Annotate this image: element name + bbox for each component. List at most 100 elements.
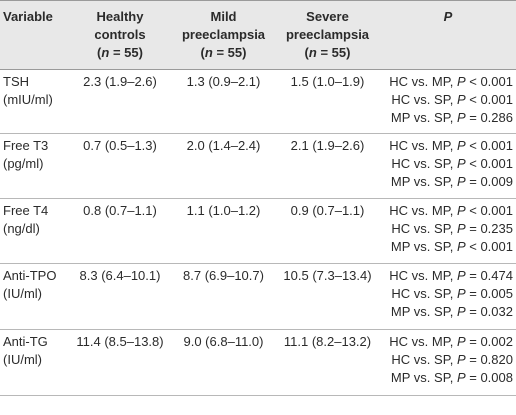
header-healthy-controls: Healthy controls (n = 55)	[68, 0, 172, 70]
p-symbol: P	[456, 352, 466, 367]
table-row: Anti-TG (IU/ml) 11.4 (8.5–13.8) 9.0 (6.8–11…	[0, 329, 516, 396]
n-label: n	[204, 45, 213, 60]
p-value-line: HC vs. SP, P = 0.820	[391, 352, 513, 367]
comparison-operator: =	[469, 221, 477, 236]
p-symbol: P	[456, 92, 466, 107]
p-value-line: HC vs. SP, P < 0.001	[391, 92, 513, 107]
p-symbol: P	[456, 286, 466, 301]
p-value-cell: HC vs. MP, P = 0.002 HC vs. SP, P = 0.820…	[380, 329, 516, 396]
comparison-label: HC vs. SP	[391, 286, 450, 301]
header-line: controls	[94, 27, 146, 42]
severe-preeclampsia-cell: 10.5 (7.3–13.4)	[275, 263, 380, 330]
header-line: Healthy	[96, 9, 144, 24]
variable-name: Free T3	[3, 138, 49, 153]
comparison-label: MP vs. SP	[390, 110, 450, 125]
mild-preeclampsia-cell: 2.0 (1.4–2.4)	[172, 133, 275, 199]
header-mild-preeclampsia: Mild preeclampsia (n = 55)	[172, 0, 275, 70]
n-label: n	[308, 45, 317, 60]
header-p-value: P	[380, 0, 516, 70]
thyroid-function-table: Variable Healthy controls (n = 55) Mild …	[0, 0, 516, 396]
severe-preeclampsia-cell: 11.1 (8.2–13.2)	[275, 329, 380, 396]
p-symbol: P	[456, 334, 466, 349]
header-variable-label: Variable	[3, 9, 53, 24]
comparison-operator: =	[469, 174, 477, 189]
p-value-line: HC vs. MP, P = 0.474	[389, 268, 513, 283]
p-value-number: 0.001	[480, 239, 513, 254]
comparison-label: MP vs. SP	[390, 174, 450, 189]
p-value-number: 0.474	[480, 268, 513, 283]
table-header: Variable Healthy controls (n = 55) Mild …	[0, 0, 516, 70]
comparison-operator: =	[469, 286, 477, 301]
p-symbol: P	[456, 74, 466, 89]
p-value-line: HC vs. MP, P < 0.001	[389, 74, 513, 89]
variable-name: Anti-TPO	[3, 268, 57, 283]
header-p-label: P	[443, 9, 453, 24]
comparison-label: HC vs. MP	[389, 203, 450, 218]
comparison-operator: =	[469, 304, 477, 319]
variable-name: Anti-TG	[3, 334, 48, 349]
healthy-controls-cell: 0.7 (0.5–1.3)	[68, 133, 172, 199]
p-symbol: P	[456, 156, 466, 171]
p-value-number: 0.009	[480, 174, 513, 189]
p-value-line: MP vs. SP, P = 0.008	[390, 370, 513, 385]
variable-name: TSH	[3, 74, 29, 89]
header-line: Mild	[210, 9, 237, 24]
p-value-line: MP vs. SP, P = 0.009	[390, 174, 513, 189]
variable-cell: TSH (mIU/ml)	[0, 69, 68, 134]
comparison-operator: <	[469, 74, 477, 89]
p-value-number: 0.005	[480, 286, 513, 301]
header-sample-size: (n = 55)	[200, 45, 247, 60]
comparison-operator: =	[469, 268, 477, 283]
p-symbol: P	[456, 138, 466, 153]
p-value-line: HC vs. SP, P = 0.005	[391, 286, 513, 301]
mild-preeclampsia-cell: 1.3 (0.9–2.1)	[172, 69, 275, 134]
severe-preeclampsia-cell: 2.1 (1.9–2.6)	[275, 133, 380, 199]
n-value: 55	[227, 45, 243, 60]
comparison-label: HC vs. SP	[391, 156, 450, 171]
p-value-line: HC vs. MP, P < 0.001	[389, 138, 513, 153]
p-value-line: HC vs. MP, P = 0.002	[389, 334, 513, 349]
healthy-controls-cell: 0.8 (0.7–1.1)	[68, 198, 172, 264]
p-value-line: HC vs. SP, P < 0.001	[391, 156, 513, 171]
table-body: TSH (mIU/ml) 2.3 (1.9–2.6) 1.3 (0.9–2.1) 1.5…	[0, 69, 516, 396]
p-symbol: P	[456, 370, 466, 385]
comparison-label: HC vs. SP	[391, 92, 450, 107]
severe-preeclampsia-cell: 0.9 (0.7–1.1)	[275, 198, 380, 264]
comparison-operator: <	[469, 203, 477, 218]
header-sample-size: (n = 55)	[97, 45, 143, 60]
p-value-number: 0.032	[480, 304, 513, 319]
variable-unit: (mIU/ml)	[3, 92, 53, 107]
variable-cell: Anti-TG (IU/ml)	[0, 329, 68, 396]
n-value: 55	[124, 45, 139, 60]
table-row: TSH (mIU/ml) 2.3 (1.9–2.6) 1.3 (0.9–2.1) 1.5…	[0, 69, 516, 134]
healthy-controls-cell: 2.3 (1.9–2.6)	[68, 69, 172, 134]
p-value-cell: HC vs. MP, P < 0.001 HC vs. SP, P < 0.001…	[380, 133, 516, 199]
p-value-cell: HC vs. MP, P = 0.474 HC vs. SP, P = 0.005…	[380, 263, 516, 330]
comparison-operator: <	[469, 239, 477, 254]
comparison-label: MP vs. SP	[390, 304, 450, 319]
header-line: preeclampsia	[285, 27, 370, 42]
p-symbol: P	[456, 239, 466, 254]
comparison-label: MP vs. SP	[390, 370, 450, 385]
variable-unit: (pg/ml)	[3, 156, 44, 171]
p-value-number: 0.001	[480, 74, 513, 89]
p-value-line: MP vs. SP, P < 0.001	[390, 239, 513, 254]
p-value-number: 0.001	[480, 92, 513, 107]
table-row: Free T4 (ng/dl) 0.8 (0.7–1.1) 1.1 (1.0–1.2)…	[0, 198, 516, 264]
p-value-number: 0.286	[480, 110, 513, 125]
table-row: Free T3 (pg/ml) 0.7 (0.5–1.3) 2.0 (1.4–2.4)…	[0, 133, 516, 199]
comparison-label: HC vs. MP	[389, 334, 450, 349]
p-value-cell: HC vs. MP, P < 0.001 HC vs. SP, P < 0.001…	[380, 69, 516, 134]
p-value-number: 0.008	[480, 370, 513, 385]
comparison-operator: =	[469, 110, 477, 125]
p-value-line: MP vs. SP, P = 0.286	[390, 110, 513, 125]
variable-cell: Free T4 (ng/dl)	[0, 198, 68, 264]
p-value-cell: HC vs. MP, P < 0.001 HC vs. SP, P = 0.235…	[380, 198, 516, 264]
comparison-operator: =	[469, 370, 477, 385]
header-line: Severe	[306, 9, 349, 24]
severe-preeclampsia-cell: 1.5 (1.0–1.9)	[275, 69, 380, 134]
variable-name: Free T4	[3, 203, 49, 218]
variable-unit: (IU/ml)	[3, 352, 42, 367]
p-value-number: 0.002	[480, 334, 513, 349]
